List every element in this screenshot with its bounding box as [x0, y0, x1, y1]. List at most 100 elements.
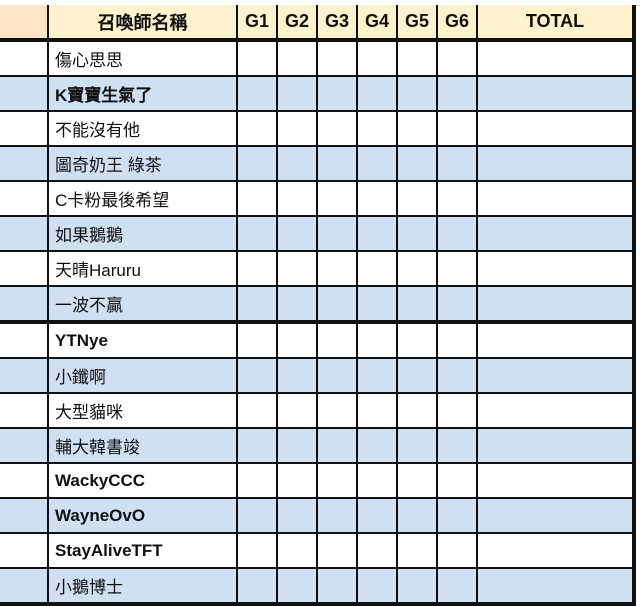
score-cell-g2[interactable]	[276, 145, 318, 182]
score-cell-g2[interactable]	[276, 75, 318, 112]
total-cell[interactable]	[476, 321, 636, 359]
row-blank-cell[interactable]	[0, 567, 49, 606]
score-cell-g1[interactable]	[236, 532, 278, 569]
score-cell-g6[interactable]	[436, 110, 478, 147]
score-cell-g5[interactable]	[396, 110, 438, 147]
total-cell[interactable]	[476, 250, 636, 287]
score-cell-g4[interactable]	[356, 215, 398, 252]
score-cell-g6[interactable]	[436, 427, 478, 464]
score-cell-g1[interactable]	[236, 497, 278, 534]
row-blank-cell[interactable]	[0, 532, 49, 569]
row-blank-cell[interactable]	[0, 39, 49, 77]
score-cell-g5[interactable]	[396, 392, 438, 429]
header-g1[interactable]: G1	[236, 5, 278, 42]
score-cell-g6[interactable]	[436, 497, 478, 534]
score-cell-g2[interactable]	[276, 250, 318, 287]
score-cell-g5[interactable]	[396, 285, 438, 324]
score-cell-g2[interactable]	[276, 215, 318, 252]
score-cell-g3[interactable]	[316, 321, 358, 359]
summoner-name-cell[interactable]: 傷心思思	[47, 39, 238, 77]
total-cell[interactable]	[476, 180, 636, 217]
score-cell-g2[interactable]	[276, 462, 318, 499]
score-cell-g5[interactable]	[396, 250, 438, 287]
score-cell-g6[interactable]	[436, 567, 478, 606]
row-blank-cell[interactable]	[0, 462, 49, 499]
score-cell-g3[interactable]	[316, 250, 358, 287]
score-cell-g4[interactable]	[356, 180, 398, 217]
score-cell-g2[interactable]	[276, 357, 318, 394]
score-cell-g6[interactable]	[436, 250, 478, 287]
score-cell-g4[interactable]	[356, 39, 398, 77]
summoner-name-cell[interactable]: WayneOvO	[47, 497, 238, 534]
total-cell[interactable]	[476, 110, 636, 147]
score-cell-g3[interactable]	[316, 392, 358, 429]
score-cell-g5[interactable]	[396, 215, 438, 252]
score-cell-g1[interactable]	[236, 567, 278, 606]
score-cell-g1[interactable]	[236, 427, 278, 464]
total-cell[interactable]	[476, 497, 636, 534]
row-blank-cell[interactable]	[0, 145, 49, 182]
score-cell-g4[interactable]	[356, 427, 398, 464]
row-blank-cell[interactable]	[0, 110, 49, 147]
summoner-name-cell[interactable]: 小鵝博士	[47, 567, 238, 606]
score-cell-g2[interactable]	[276, 285, 318, 324]
score-cell-g5[interactable]	[396, 180, 438, 217]
header-total[interactable]: TOTAL	[476, 5, 636, 42]
summoner-name-cell[interactable]: C卡粉最後希望	[47, 180, 238, 217]
score-cell-g5[interactable]	[396, 145, 438, 182]
score-cell-g4[interactable]	[356, 532, 398, 569]
score-cell-g3[interactable]	[316, 532, 358, 569]
score-cell-g6[interactable]	[436, 321, 478, 359]
row-blank-cell[interactable]	[0, 427, 49, 464]
score-cell-g4[interactable]	[356, 145, 398, 182]
summoner-name-cell[interactable]: 小鑯啊	[47, 357, 238, 394]
score-cell-g6[interactable]	[436, 75, 478, 112]
score-cell-g5[interactable]	[396, 567, 438, 606]
summoner-name-cell[interactable]: 不能沒有他	[47, 110, 238, 147]
total-cell[interactable]	[476, 427, 636, 464]
score-cell-g1[interactable]	[236, 180, 278, 217]
score-cell-g4[interactable]	[356, 321, 398, 359]
score-cell-g2[interactable]	[276, 321, 318, 359]
score-cell-g1[interactable]	[236, 110, 278, 147]
score-cell-g2[interactable]	[276, 427, 318, 464]
score-cell-g2[interactable]	[276, 180, 318, 217]
row-blank-cell[interactable]	[0, 75, 49, 112]
score-cell-g6[interactable]	[436, 285, 478, 324]
summoner-name-cell[interactable]: 圖奇奶王 綠茶	[47, 145, 238, 182]
summoner-name-cell[interactable]: 一波不贏	[47, 285, 238, 324]
total-cell[interactable]	[476, 357, 636, 394]
score-cell-g3[interactable]	[316, 180, 358, 217]
score-cell-g1[interactable]	[236, 321, 278, 359]
summoner-name-cell[interactable]: 天晴Haruru	[47, 250, 238, 287]
total-cell[interactable]	[476, 75, 636, 112]
score-cell-g5[interactable]	[396, 357, 438, 394]
score-cell-g5[interactable]	[396, 39, 438, 77]
row-blank-cell[interactable]	[0, 180, 49, 217]
score-cell-g3[interactable]	[316, 567, 358, 606]
score-cell-g1[interactable]	[236, 215, 278, 252]
score-cell-g1[interactable]	[236, 145, 278, 182]
header-blank-cell[interactable]	[0, 5, 49, 42]
summoner-name-cell[interactable]: 如果鵝鵝	[47, 215, 238, 252]
header-g3[interactable]: G3	[316, 5, 358, 42]
score-cell-g5[interactable]	[396, 497, 438, 534]
summoner-name-cell[interactable]: WackyCCC	[47, 462, 238, 499]
score-cell-g1[interactable]	[236, 285, 278, 324]
score-cell-g1[interactable]	[236, 75, 278, 112]
total-cell[interactable]	[476, 285, 636, 324]
score-cell-g1[interactable]	[236, 462, 278, 499]
score-cell-g4[interactable]	[356, 110, 398, 147]
total-cell[interactable]	[476, 532, 636, 569]
score-cell-g3[interactable]	[316, 110, 358, 147]
header-g4[interactable]: G4	[356, 5, 398, 42]
header-g2[interactable]: G2	[276, 5, 318, 42]
score-cell-g3[interactable]	[316, 462, 358, 499]
score-cell-g1[interactable]	[236, 250, 278, 287]
score-cell-g1[interactable]	[236, 392, 278, 429]
score-cell-g3[interactable]	[316, 39, 358, 77]
score-cell-g4[interactable]	[356, 497, 398, 534]
header-g6[interactable]: G6	[436, 5, 478, 42]
score-cell-g2[interactable]	[276, 392, 318, 429]
summoner-name-cell[interactable]: K寶寶生氣了	[47, 75, 238, 112]
